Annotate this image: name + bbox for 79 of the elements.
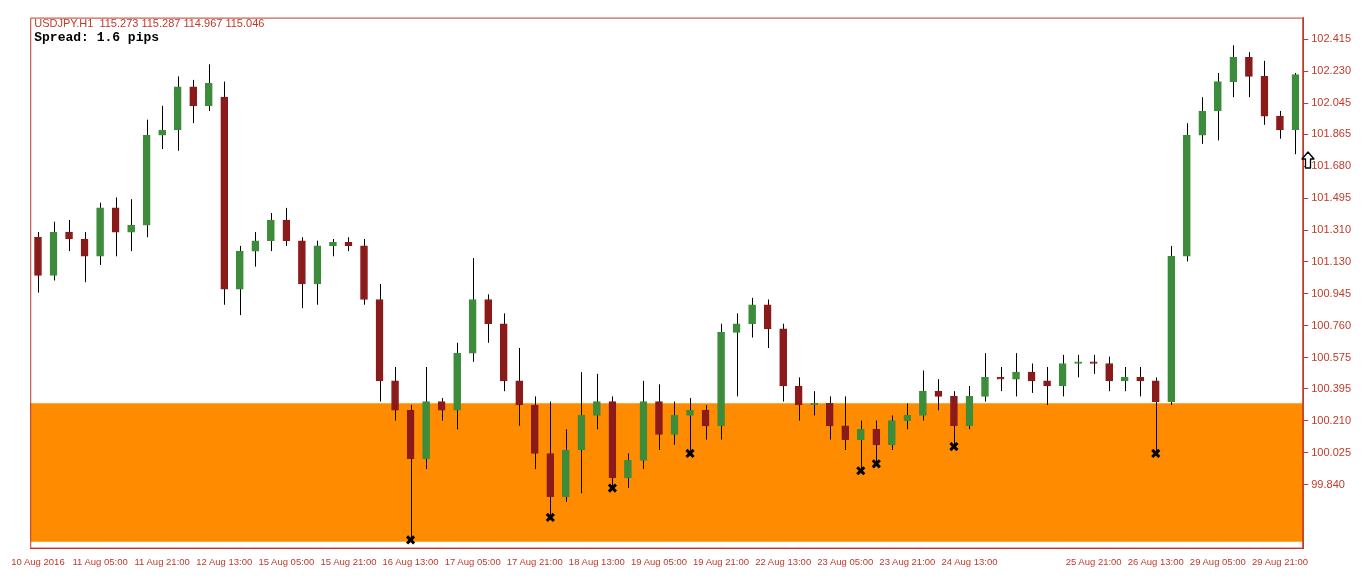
candlestick xyxy=(1074,354,1082,378)
point xyxy=(405,534,416,545)
y-tick-label: 100.210 xyxy=(1311,413,1351,426)
candlestick xyxy=(981,352,989,403)
y-tick-label: 102.045 xyxy=(1311,96,1351,109)
candlestick xyxy=(189,79,198,124)
y-tick-label: 100.575 xyxy=(1311,350,1351,363)
x-tick-label: 10 Aug 2016 xyxy=(11,555,65,567)
candlestick xyxy=(670,401,679,446)
candlestick xyxy=(810,390,819,416)
candlestick xyxy=(888,414,896,451)
candlestick xyxy=(484,293,493,344)
point xyxy=(871,458,882,469)
y-tick-label: 102.415 xyxy=(1311,32,1351,45)
x-tick-label: 15 Aug 05:00 xyxy=(258,555,315,567)
chart-title: USDJPY.H1 115.273 115.287 114.967 115.046 xyxy=(34,17,265,30)
candlestick xyxy=(437,397,446,422)
y-tick-label: 100.395 xyxy=(1311,381,1351,394)
x-tick-label: 22 Aug 13:00 xyxy=(755,555,812,567)
point xyxy=(948,441,959,452)
x-tick-label: 18 Aug 13:00 xyxy=(568,555,625,567)
candlestick xyxy=(996,366,1005,392)
candlestick xyxy=(919,369,927,422)
y-tick-label: 101.310 xyxy=(1311,223,1351,236)
candlestick xyxy=(515,347,524,427)
candlestick xyxy=(204,63,213,112)
x-tick-label: 11 Aug 21:00 xyxy=(134,555,190,567)
point xyxy=(684,448,696,459)
y-tick-label: 100.025 xyxy=(1311,445,1351,458)
candlestick xyxy=(794,376,803,422)
x-tick-label: 11 Aug 05:00 xyxy=(72,555,128,567)
candlestick xyxy=(624,452,632,489)
x-tick-label: 17 Aug 21:00 xyxy=(506,555,563,567)
point xyxy=(607,483,618,494)
candlestick xyxy=(1120,366,1129,392)
y-tick-label: 101.495 xyxy=(1311,191,1351,204)
x-tick-label: 15 Aug 21:00 xyxy=(320,555,377,567)
x-tick-label: 23 Aug 21:00 xyxy=(879,555,936,567)
candlestick xyxy=(903,402,912,430)
candlestick xyxy=(1276,110,1284,140)
candlestick xyxy=(593,373,601,430)
x-tick-label: 23 Aug 05:00 xyxy=(817,555,874,567)
candlestick xyxy=(841,395,850,451)
y-tick-label: 100.760 xyxy=(1311,318,1351,331)
x-tick-label: 29 Aug 21:00 xyxy=(1251,555,1308,567)
candlestick xyxy=(1136,366,1145,397)
point xyxy=(855,465,866,476)
candlestick xyxy=(1043,366,1051,406)
annotation: Spread: 1.6 pips xyxy=(34,30,160,46)
candlestick xyxy=(65,219,73,252)
x-tick-label: 19 Aug 05:00 xyxy=(630,555,687,567)
candlestick xyxy=(748,297,756,339)
candlestick xyxy=(1012,352,1020,397)
point xyxy=(1150,448,1161,459)
candlestick xyxy=(1105,356,1114,392)
candlestick xyxy=(732,312,741,397)
y-tick-label: 100.945 xyxy=(1311,286,1351,299)
x-tick-label: 17 Aug 05:00 xyxy=(444,555,501,567)
x-tick-label: 29 Aug 05:00 xyxy=(1189,555,1246,567)
x-tick-label: 16 Aug 13:00 xyxy=(382,555,439,567)
candlestick xyxy=(127,198,135,252)
y-tick-label: 101.865 xyxy=(1311,127,1351,140)
y-tick-label: 101.680 xyxy=(1311,159,1351,172)
candlestick xyxy=(1198,96,1207,145)
x-tick-label: 25 Aug 21:00 xyxy=(1065,555,1122,567)
candlestick xyxy=(267,212,275,252)
candlestick xyxy=(934,378,943,411)
x-tick-label: 12 Aug 13:00 xyxy=(196,555,253,567)
candlestick xyxy=(1245,51,1253,98)
y-tick-label: 102.230 xyxy=(1311,64,1351,77)
x-tick-label: 19 Aug 21:00 xyxy=(693,555,750,567)
candlestick xyxy=(1089,354,1098,375)
x-tick-label: 26 Aug 13:00 xyxy=(1127,555,1184,567)
point xyxy=(545,512,556,523)
candlestick xyxy=(825,395,834,441)
y-tick-label: 101.130 xyxy=(1311,254,1351,267)
candlestick xyxy=(158,105,167,150)
y-tick-label: 99.840 xyxy=(1311,477,1345,490)
x-tick-label: 24 Aug 13:00 xyxy=(941,555,998,567)
